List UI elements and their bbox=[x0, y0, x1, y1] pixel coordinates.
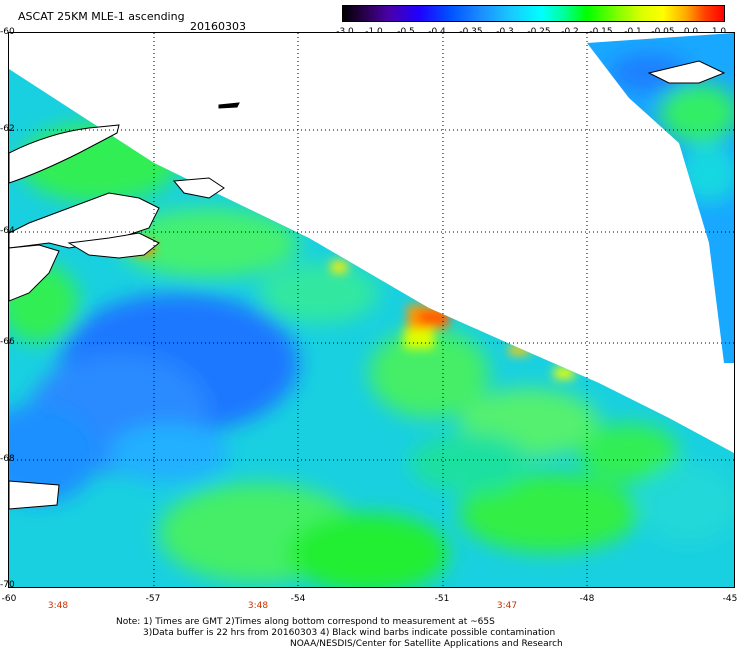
lat-label: -62 bbox=[0, 124, 15, 134]
lon-label: -54 bbox=[290, 594, 306, 604]
footer-note-2: 3)Data buffer is 22 hrs from 20160303 4)… bbox=[143, 628, 556, 638]
lat-label: -60 bbox=[0, 27, 15, 37]
time-label: 3:48 bbox=[47, 601, 69, 611]
lon-label: -51 bbox=[434, 594, 450, 604]
lat-label: -68 bbox=[0, 454, 15, 464]
lat-label: -66 bbox=[0, 337, 15, 347]
coastlines bbox=[9, 60, 726, 510]
lon-label: -57 bbox=[145, 594, 161, 604]
satellite-swath-map bbox=[9, 33, 734, 587]
swath-main bbox=[9, 69, 734, 587]
product-title: ASCAT 25KM MLE-1 ascending bbox=[18, 10, 185, 23]
lon-label: -48 bbox=[579, 594, 595, 604]
time-label: 3:48 bbox=[247, 601, 269, 611]
swath-right bbox=[587, 33, 734, 363]
lat-label: -64 bbox=[0, 226, 15, 236]
time-label: 3:47 bbox=[496, 601, 518, 611]
footer-credit: NOAA/NESDIS/Center for Satellite Applica… bbox=[290, 639, 563, 649]
map-plot bbox=[8, 32, 735, 588]
lat-label: -70 bbox=[0, 580, 15, 590]
lon-label: -60 bbox=[1, 594, 17, 604]
footer-note-1: Note: 1) Times are GMT 2)Times along bot… bbox=[116, 617, 495, 627]
lon-label: -45 bbox=[722, 594, 738, 604]
graticule bbox=[9, 33, 734, 587]
colorbar bbox=[342, 5, 725, 22]
product-date: 20160303 bbox=[190, 20, 246, 33]
